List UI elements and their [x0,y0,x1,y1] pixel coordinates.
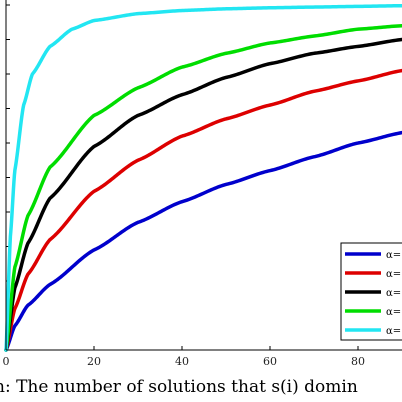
legend-label: α= [386,269,401,280]
caption-text: n: The number of solutions that s(i) dom… [0,377,358,397]
series-line [4,23,402,352]
series-layer [4,3,402,352]
x-tick-label: 80 [351,355,365,368]
x-tick-label: 0 [3,355,10,368]
series-line [4,3,402,352]
x-tick-label: 60 [263,355,277,368]
x-tick-label: 20 [87,355,101,368]
series-line [4,130,402,352]
x-axis-ticks: 0 20 40 60 80 [3,346,365,368]
legend-label: α= [386,326,401,337]
series-line [4,37,402,352]
legend-label: α= [386,307,401,318]
legend: α= α= α= α= α= [340,242,402,341]
x-tick-label: 40 [175,355,189,368]
series-line [4,68,402,352]
legend-label: α= [386,288,401,299]
figure-caption: n: The number of solutions that s(i) dom… [0,377,402,402]
legend-label: α= [386,250,401,261]
